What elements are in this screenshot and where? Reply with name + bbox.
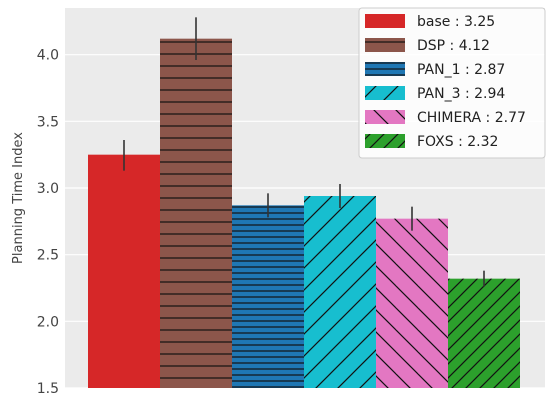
y-tick-label: 3.0: [37, 181, 59, 197]
bar-hatch-pan-3: [304, 196, 376, 388]
legend-box: [358, 7, 546, 159]
legend-swatch-hatch: [365, 110, 405, 124]
y-tick-label: 1.5: [37, 381, 59, 397]
legend-entry: PAN_1 : 2.87: [417, 62, 505, 78]
bar-hatch-pan-1: [232, 205, 304, 388]
y-tick-label: 3.5: [37, 114, 59, 130]
y-axis-label: Planning Time Index: [11, 132, 26, 264]
legend-swatch-hatch: [365, 134, 405, 148]
bar-base: [88, 154, 160, 388]
bars: [88, 38, 520, 389]
bar-hatch-foxs: [448, 278, 520, 388]
legend-swatch-hatch: [365, 38, 405, 52]
legend-swatch: [365, 14, 405, 28]
legend-swatch-hatch: [365, 86, 405, 100]
error-bars: [123, 17, 485, 287]
y-tick-label: 2.5: [37, 248, 59, 264]
legend-entry: CHIMERA : 2.77: [417, 110, 526, 126]
y-axis-ticks: 1.5 2.0 2.5 3.0 3.5 4.0: [37, 48, 59, 397]
bar-hatch-chimera: [376, 218, 448, 388]
legend-entry: PAN_3 : 2.94: [417, 86, 505, 102]
legend-entry: base : 3.25: [417, 14, 495, 30]
legend-entry: DSP : 4.12: [417, 38, 490, 54]
legend-entry: FOXS : 2.32: [417, 134, 498, 150]
legend-swatch-hatch: [365, 62, 405, 76]
legend: base : 3.25 DSP : 4.12 PAN_1 : 2.87 PAN_3 :…: [358, 7, 546, 159]
bar-hatch-dsp: [160, 38, 232, 389]
y-tick-label: 2.0: [37, 314, 59, 330]
y-tick-label: 4.0: [37, 48, 59, 64]
